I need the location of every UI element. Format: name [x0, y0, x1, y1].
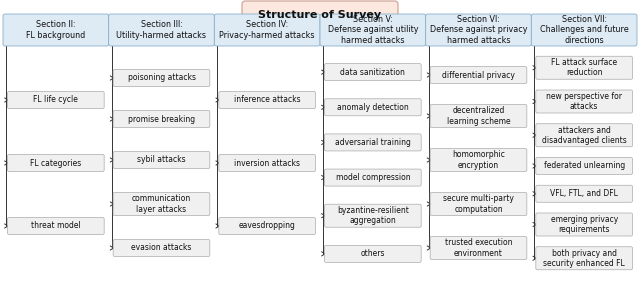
FancyBboxPatch shape [113, 192, 210, 215]
FancyBboxPatch shape [320, 14, 426, 46]
FancyBboxPatch shape [113, 69, 210, 86]
Text: Section VII:
Challenges and future
directions: Section VII: Challenges and future direc… [540, 15, 628, 45]
FancyBboxPatch shape [109, 14, 214, 46]
Text: threat model: threat model [31, 221, 81, 231]
FancyBboxPatch shape [113, 110, 210, 128]
Text: decentralized
learning scheme: decentralized learning scheme [447, 106, 510, 126]
Text: promise breaking: promise breaking [128, 114, 195, 124]
Text: Section IV:
Privacy-harmed attacks: Section IV: Privacy-harmed attacks [220, 20, 315, 40]
Text: adversarial training: adversarial training [335, 138, 411, 147]
Text: federated unlearning: federated unlearning [543, 162, 625, 170]
FancyBboxPatch shape [430, 237, 527, 259]
Text: homomorphic
encryption: homomorphic encryption [452, 150, 505, 170]
Text: byzantine-resilient
aggregation: byzantine-resilient aggregation [337, 206, 409, 225]
FancyBboxPatch shape [242, 1, 398, 29]
Text: inversion attacks: inversion attacks [234, 158, 300, 168]
FancyBboxPatch shape [536, 158, 632, 174]
FancyBboxPatch shape [8, 217, 104, 235]
Text: others: others [360, 249, 385, 258]
FancyBboxPatch shape [324, 169, 421, 186]
Text: differential privacy: differential privacy [442, 71, 515, 80]
FancyBboxPatch shape [214, 14, 320, 46]
FancyBboxPatch shape [430, 67, 527, 84]
FancyBboxPatch shape [8, 154, 104, 172]
Text: Section III:
Utility-harmed attacks: Section III: Utility-harmed attacks [116, 20, 207, 40]
Text: new perspective for
attacks: new perspective for attacks [546, 92, 622, 111]
FancyBboxPatch shape [536, 124, 632, 147]
FancyBboxPatch shape [219, 217, 316, 235]
FancyBboxPatch shape [536, 247, 632, 270]
FancyBboxPatch shape [324, 134, 421, 151]
FancyBboxPatch shape [536, 213, 632, 236]
FancyBboxPatch shape [3, 14, 109, 46]
FancyBboxPatch shape [536, 185, 632, 202]
Text: trusted execution
environment: trusted execution environment [445, 238, 512, 258]
FancyBboxPatch shape [324, 245, 421, 262]
Text: communication
layer attacks: communication layer attacks [132, 194, 191, 214]
Text: sybil attacks: sybil attacks [137, 156, 186, 164]
Text: Structure of Survey: Structure of Survey [259, 10, 381, 20]
FancyBboxPatch shape [324, 64, 421, 81]
FancyBboxPatch shape [430, 104, 527, 128]
FancyBboxPatch shape [430, 192, 527, 215]
Text: Section VI:
Defense against privacy
harmed attacks: Section VI: Defense against privacy harm… [429, 15, 527, 45]
Text: VFL, FTL, and DFL: VFL, FTL, and DFL [550, 189, 618, 198]
FancyBboxPatch shape [430, 148, 527, 172]
Text: anomaly detection: anomaly detection [337, 103, 409, 112]
Text: model compression: model compression [335, 173, 410, 182]
Text: secure multi-party
computation: secure multi-party computation [443, 194, 514, 214]
FancyBboxPatch shape [219, 92, 316, 108]
FancyBboxPatch shape [8, 92, 104, 108]
Text: FL life cycle: FL life cycle [33, 96, 78, 104]
Text: Section V:
Defense against utility
harmed attacks: Section V: Defense against utility harme… [328, 15, 418, 45]
Text: emerging privacy
requirements: emerging privacy requirements [550, 215, 618, 234]
FancyBboxPatch shape [531, 14, 637, 46]
Text: both privacy and
security enhanced FL: both privacy and security enhanced FL [543, 249, 625, 268]
Text: attackers and
disadvantaged clients: attackers and disadvantaged clients [542, 126, 627, 145]
Text: FL attack surface
reduction: FL attack surface reduction [551, 58, 617, 78]
FancyBboxPatch shape [324, 99, 421, 116]
Text: evasion attacks: evasion attacks [131, 243, 192, 253]
FancyBboxPatch shape [113, 152, 210, 168]
FancyBboxPatch shape [426, 14, 531, 46]
FancyBboxPatch shape [219, 154, 316, 172]
FancyBboxPatch shape [113, 239, 210, 257]
FancyBboxPatch shape [324, 204, 421, 227]
Text: inference attacks: inference attacks [234, 96, 300, 104]
Text: eavesdropping: eavesdropping [239, 221, 296, 231]
FancyBboxPatch shape [536, 90, 632, 113]
Text: poisoning attacks: poisoning attacks [127, 74, 195, 82]
FancyBboxPatch shape [536, 56, 632, 79]
Text: data sanitization: data sanitization [340, 68, 405, 77]
Text: FL categories: FL categories [30, 158, 81, 168]
Text: Section II:
FL background: Section II: FL background [26, 20, 86, 40]
